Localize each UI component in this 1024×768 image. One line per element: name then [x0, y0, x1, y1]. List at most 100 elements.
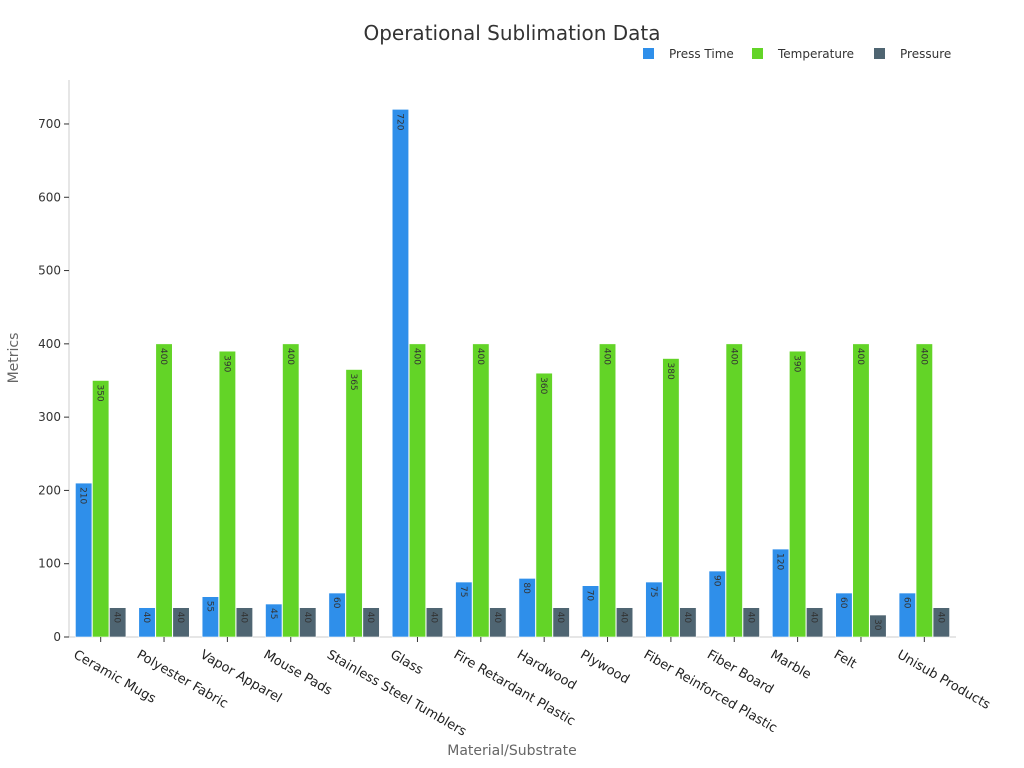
bar-press-time — [265, 603, 283, 638]
bar-value-label: 30 — [872, 619, 882, 631]
bar-press-time — [708, 570, 726, 638]
legend-label: Temperature — [777, 47, 854, 61]
bar-press-time — [138, 607, 156, 638]
bar-temperature — [598, 343, 617, 638]
x-tick-label: Plywood — [578, 647, 632, 687]
bar-value-label: 400 — [285, 348, 295, 365]
bar-press-time — [391, 109, 410, 638]
bar-press-time — [835, 592, 853, 638]
bar-temperature — [915, 343, 933, 638]
bar-temperature — [155, 343, 173, 638]
legend-label: Press Time — [669, 47, 734, 61]
bar-value-label: 400 — [728, 348, 738, 365]
bar-value-label: 60 — [838, 597, 848, 609]
bar-temperature — [408, 343, 427, 638]
y-tick-label: 500 — [38, 264, 61, 278]
chart-title: Operational Sublimation Data — [363, 21, 660, 45]
bar-value-label: 40 — [141, 612, 151, 624]
bar-pressure — [869, 614, 887, 638]
bar-value-label: 40 — [112, 612, 122, 624]
bar-pressure — [679, 607, 697, 638]
y-tick-label: 200 — [38, 483, 61, 497]
bar-value-label: 40 — [302, 612, 312, 624]
bar-value-label: 40 — [175, 612, 185, 624]
bar-value-label: 720 — [394, 113, 404, 130]
bar-value-label: 90 — [711, 575, 721, 587]
bar-value-label: 40 — [809, 612, 819, 624]
bar-temperature — [789, 350, 807, 638]
legend-swatch — [643, 48, 654, 59]
bar-temperature — [345, 369, 363, 638]
bar-value-label: 400 — [855, 348, 865, 365]
bar-pressure — [489, 607, 507, 638]
bar-temperature — [852, 343, 870, 638]
bar-value-label: 40 — [682, 612, 692, 624]
bar-value-label: 40 — [365, 612, 375, 624]
bar-pressure — [109, 607, 127, 638]
y-tick-label: 600 — [38, 190, 61, 204]
bar-press-time — [518, 578, 536, 638]
bar-pressure — [235, 607, 253, 638]
bar-pressure — [552, 607, 570, 638]
bar-press-time — [455, 581, 473, 638]
bar-temperature — [725, 343, 743, 638]
bar-press-time — [75, 482, 93, 638]
y-axis-label: Metrics — [6, 333, 22, 384]
bar-pressure — [932, 607, 950, 638]
bar-value-label: 40 — [619, 612, 629, 624]
bar-value-label: 400 — [411, 348, 421, 365]
bar-press-time — [772, 548, 790, 638]
bar-pressure — [172, 607, 190, 638]
legend-swatch — [752, 48, 763, 59]
bar-value-label: 365 — [348, 373, 358, 390]
y-tick-label: 100 — [38, 557, 61, 571]
bar-pressure — [742, 607, 760, 638]
bar-value-label: 75 — [458, 586, 468, 597]
bar-value-label: 40 — [492, 612, 502, 624]
bar-value-label: 380 — [665, 363, 675, 380]
bar-press-time — [581, 585, 600, 638]
bar-temperature — [535, 372, 553, 638]
y-tick-label: 300 — [38, 410, 61, 424]
bar-pressure — [615, 607, 634, 638]
bar-value-label: 40 — [555, 612, 565, 624]
bar-value-label: 60 — [331, 597, 341, 609]
bar-value-label: 45 — [268, 608, 278, 619]
legend: Press Time Temperature Pressure — [643, 47, 951, 61]
bar-press-time — [201, 596, 219, 638]
bar-temperature — [92, 380, 110, 638]
bar-value-label: 400 — [158, 348, 168, 365]
bar-value-label: 390 — [792, 355, 802, 372]
bar-value-label: 75 — [648, 586, 658, 597]
legend-label: Pressure — [900, 47, 951, 61]
y-tick-label: 400 — [38, 337, 61, 351]
bar-value-label: 70 — [585, 590, 595, 602]
bar-value-label: 55 — [204, 601, 214, 612]
bar-value-label: 40 — [238, 612, 248, 624]
bar-value-label: 350 — [95, 384, 105, 401]
bar-value-label: 120 — [775, 553, 785, 570]
bar-value-label: 40 — [428, 612, 438, 624]
x-tick-label: Unisub Products — [894, 647, 993, 713]
x-tick-label: Glass — [387, 647, 425, 678]
bar-pressure — [299, 607, 317, 638]
bar-press-time — [328, 592, 346, 638]
bar-value-label: 40 — [745, 612, 755, 624]
bar-value-label: 400 — [602, 348, 612, 365]
bar-value-label: 210 — [78, 487, 88, 504]
bar-value-label: 360 — [538, 377, 548, 394]
bar-temperature — [282, 343, 300, 638]
bar-value-label: 60 — [901, 597, 911, 609]
x-tick-label: Marble — [768, 647, 814, 682]
bar-value-label: 400 — [475, 348, 485, 365]
bar-value-label: 40 — [935, 612, 945, 624]
bar-value-label: 390 — [221, 355, 231, 372]
bar-value-label: 80 — [521, 582, 531, 594]
bar-pressure — [806, 607, 824, 638]
x-tick-label: Felt — [831, 647, 859, 672]
y-tick-label: 0 — [53, 630, 61, 644]
bar-temperature — [218, 350, 236, 638]
bar-press-time — [898, 592, 916, 638]
